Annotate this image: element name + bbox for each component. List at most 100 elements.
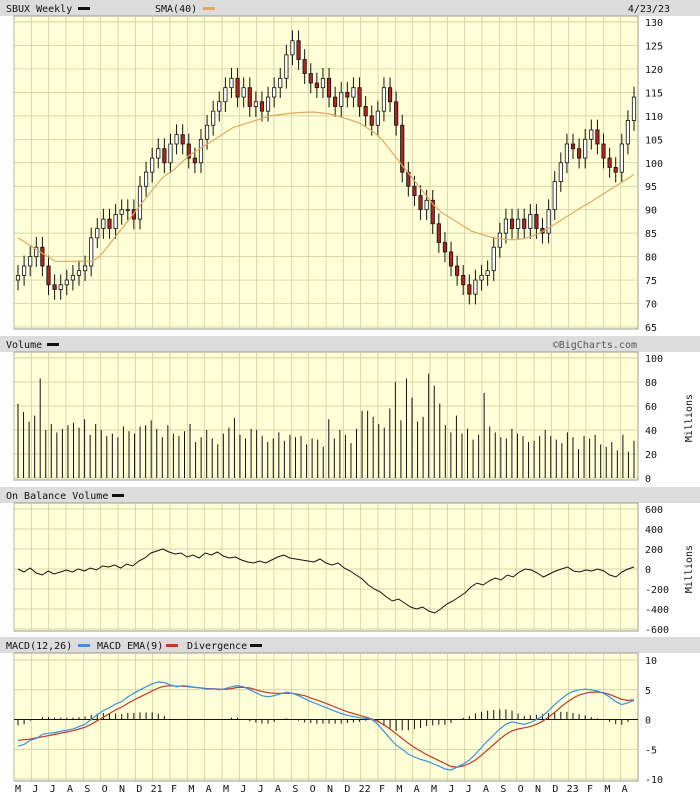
candle-body xyxy=(198,138,204,164)
price-y-tick-label: 105 xyxy=(645,135,663,146)
obv-y-tick-label: 600 xyxy=(645,505,663,516)
x-tick-label: A xyxy=(67,784,73,795)
sma-legend-label: SMA(40) xyxy=(155,4,197,15)
candle-body xyxy=(119,209,124,215)
candle-body xyxy=(296,40,301,60)
macd-y-tick-label: -5 xyxy=(645,745,657,756)
volume-unit-label: Millions xyxy=(684,394,695,442)
candle-body xyxy=(394,101,399,126)
candle-body xyxy=(168,143,173,164)
candle-body xyxy=(192,157,197,164)
price-y-tick-label: 130 xyxy=(645,18,663,29)
x-tick-label: D xyxy=(552,784,558,795)
candle-body xyxy=(552,181,557,211)
macd-signal-line xyxy=(17,684,635,768)
candle-body xyxy=(156,148,161,159)
x-tick-label: A xyxy=(622,784,628,795)
x-tick-label: J xyxy=(448,784,454,795)
candle-body xyxy=(302,59,307,75)
candle-body xyxy=(333,96,338,107)
candle-body xyxy=(320,77,326,89)
volume-y-tick-label: 40 xyxy=(645,426,657,437)
candle-body xyxy=(418,195,423,211)
candle-body xyxy=(150,157,155,173)
x-tick-label: M xyxy=(15,784,21,795)
macd-y-tick-label: 5 xyxy=(645,686,651,697)
candle-body xyxy=(211,110,216,126)
macd-y-tick-label: 10 xyxy=(645,656,657,667)
macd-panel xyxy=(14,681,638,771)
volume-header-bar xyxy=(0,336,700,352)
candle-body xyxy=(400,124,405,173)
candle-body xyxy=(607,157,612,168)
candle-body xyxy=(107,218,112,229)
signal-legend-label: MACD EMA(9) xyxy=(97,641,163,652)
candle-body xyxy=(162,148,167,164)
divergence-legend-label: Divergence xyxy=(187,641,247,652)
x-tick-label: D xyxy=(136,784,142,795)
macd-line xyxy=(17,681,635,771)
volume-y-tick-label: 20 xyxy=(645,450,657,461)
x-tick-label: O xyxy=(518,784,524,795)
price-legend-swatch xyxy=(78,7,90,10)
price-y-tick-label: 85 xyxy=(645,229,657,240)
candle-body xyxy=(125,209,130,212)
obv-y-tick-label: 0 xyxy=(645,565,651,576)
candle-body xyxy=(455,265,460,276)
candle-body xyxy=(485,270,490,276)
x-tick-label: S xyxy=(500,784,506,795)
price-y-tick-label: 70 xyxy=(645,300,657,311)
candle-body xyxy=(278,77,283,89)
x-tick-label: M xyxy=(396,784,402,795)
x-tick-label: 22 xyxy=(359,784,371,795)
x-tick-label: A xyxy=(275,784,281,795)
sma-legend-swatch xyxy=(203,7,215,10)
candle-body xyxy=(95,228,100,239)
candle-body xyxy=(253,101,258,107)
candle-body xyxy=(430,199,435,225)
price-y-tick-label: 115 xyxy=(645,88,663,99)
volume-title: Volume xyxy=(6,340,42,351)
candle-body xyxy=(113,213,118,229)
chart-date: 4/23/23 xyxy=(628,4,670,15)
candle-body xyxy=(46,265,51,286)
candle-body xyxy=(546,209,551,234)
candle-body xyxy=(284,54,289,79)
x-tick-label: S xyxy=(292,784,298,795)
candle-body xyxy=(272,87,277,98)
macd-header-bar xyxy=(0,637,700,653)
candle-body xyxy=(308,73,313,84)
candle-body xyxy=(631,96,637,121)
x-tick-label: J xyxy=(466,784,472,795)
candle-body xyxy=(89,237,94,267)
x-tick-label: M xyxy=(223,784,229,795)
candle-body xyxy=(34,246,39,258)
candle-body xyxy=(70,274,75,281)
price-y-tick-label: 75 xyxy=(645,276,657,287)
price-y-tick-label: 125 xyxy=(645,41,663,52)
price-y-tick-label: 80 xyxy=(645,253,657,264)
candle-body xyxy=(625,120,630,145)
candle-body xyxy=(381,87,387,112)
candle-body xyxy=(217,101,222,112)
signal-legend-swatch xyxy=(166,644,178,647)
x-tick-label: M xyxy=(188,784,194,795)
candle-body xyxy=(326,77,332,98)
candle-body xyxy=(186,143,191,159)
candle-body xyxy=(180,134,185,145)
candle-body xyxy=(528,213,533,229)
macd-y-tick-label: -10 xyxy=(645,775,663,786)
macd-legend-swatch xyxy=(78,644,90,647)
candle-body xyxy=(375,110,380,126)
candle-body xyxy=(137,185,143,220)
x-tick-label: 21 xyxy=(151,784,163,795)
x-tick-label: J xyxy=(50,784,56,795)
obv-line xyxy=(17,548,635,614)
candle-body xyxy=(558,162,563,182)
price-y-tick-label: 90 xyxy=(645,206,657,217)
candle-body xyxy=(577,148,582,159)
candle-body xyxy=(613,167,618,173)
